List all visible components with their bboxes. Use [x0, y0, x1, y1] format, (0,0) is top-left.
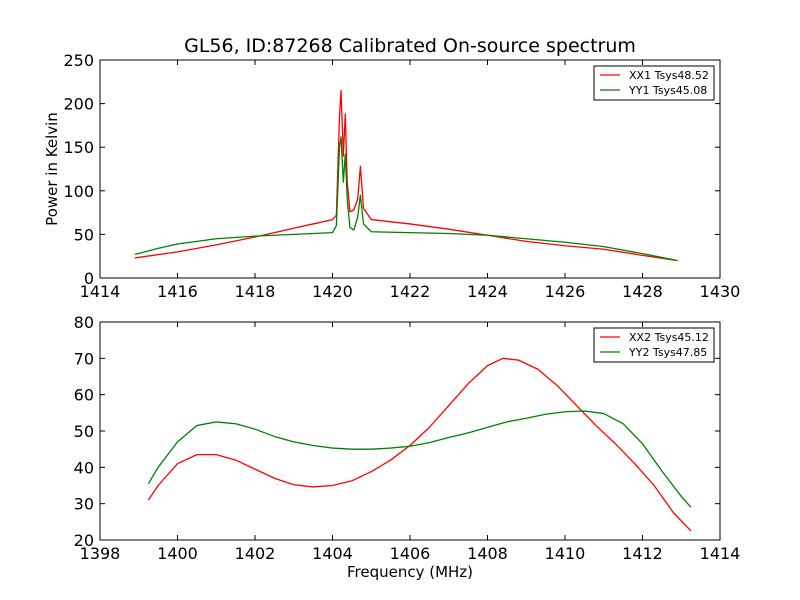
figure-title: GL56, ID:87268 Calibrated On-source spec… [184, 35, 636, 57]
series-line-0-0 [134, 89, 678, 262]
bottom-panel: 1398 1400 1402 1404 1406 1408 1410 1412 1414 20 30… [74, 313, 741, 581]
x-axis-label: Frequency (MHz) [347, 563, 473, 581]
y-tick-label: 80 [74, 313, 94, 332]
x-tick-label: 1430 [700, 282, 741, 301]
y-tick-label: 30 [74, 495, 94, 514]
x-tick-label: 1426 [545, 282, 586, 301]
y-tick-label: 50 [74, 225, 94, 244]
y-axis-label: Power in Kelvin [43, 112, 61, 226]
x-tick-label: 1420 [312, 282, 353, 301]
x-tick-label: 1398 [80, 544, 121, 563]
legend-entry: XX2 Tsys45.12 [629, 331, 709, 344]
y-tick-label: 100 [63, 182, 94, 201]
x-tick-label: 1424 [467, 282, 508, 301]
series-line-0-1 [134, 136, 678, 262]
y-tick-label: 70 [74, 349, 94, 368]
y-tick-label: 50 [74, 422, 94, 441]
legend-entry: YY1 Tsys45.08 [628, 84, 707, 97]
top-panel: 1414 1416 1418 1420 1422 1424 1426 1428 1430 0 50 1… [43, 51, 740, 301]
y-tick-label: 150 [63, 138, 94, 157]
x-tick-label: 1400 [157, 544, 198, 563]
legend-0: XX1 Tsys48.52 YY1 Tsys45.08 [593, 65, 715, 101]
x-tick-label: 1428 [622, 282, 663, 301]
x-tick-label: 1404 [312, 544, 353, 563]
legend-1: XX2 Tsys45.12 YY2 Tsys47.85 [593, 327, 715, 363]
x-tick-label: 1414 [700, 544, 741, 563]
series-line-1-0 [147, 357, 692, 532]
y-tick-label: 20 [74, 531, 94, 550]
x-tick-label: 1412 [622, 544, 663, 563]
y-tick-label: 250 [63, 51, 94, 70]
series-line-1-1 [147, 410, 692, 508]
y-tick-label: 200 [63, 95, 94, 114]
x-tick-label: 1408 [467, 544, 508, 563]
x-tick-label: 1422 [390, 282, 431, 301]
x-tick-label: 1402 [235, 544, 276, 563]
y-tick-label: 40 [74, 458, 94, 477]
x-tick-label: 1416 [157, 282, 198, 301]
legend-entry: XX1 Tsys48.52 [629, 69, 709, 82]
legend-box [593, 327, 715, 363]
legend-box [593, 65, 715, 101]
x-tick-label: 1414 [80, 282, 121, 301]
y-tick-label: 0 [84, 269, 94, 288]
legend-entry: YY2 Tsys47.85 [628, 346, 707, 359]
y-tick-label: 60 [74, 386, 94, 405]
x-tick-label: 1418 [235, 282, 276, 301]
x-tick-label: 1406 [390, 544, 431, 563]
x-tick-label: 1410 [545, 544, 586, 563]
